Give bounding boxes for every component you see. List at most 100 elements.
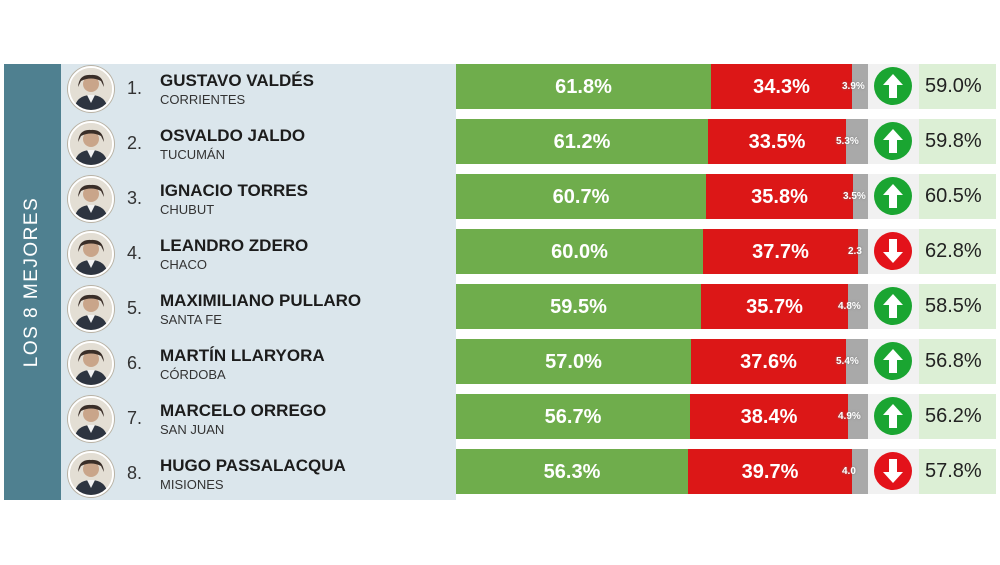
approve-segment [456, 449, 688, 494]
approval-bar: 61.2% 33.5% 5.3% [456, 119, 868, 164]
table-row: 1. GUSTAVO VALDÉS CORRIENTES 61.8% 34.3% 3.9%… [61, 64, 996, 115]
nsnc-value: 5.3% [836, 136, 859, 147]
previous-value: 57.8% [925, 460, 982, 482]
sidebar: LOS 8 MEJORES [4, 64, 61, 500]
previous-cell: 60.5% [919, 174, 996, 219]
approval-bar: 61.8% 34.3% 3.9% [456, 64, 868, 109]
avatar [68, 121, 114, 167]
approval-bar: 60.0% 37.7% 2.3 [456, 229, 868, 274]
disapprove-value: 35.7% [746, 296, 803, 318]
province-name: MISIONES [160, 477, 224, 492]
arrow-up-icon [874, 67, 912, 105]
approval-bar: 57.0% 37.6% 5.4% [456, 339, 868, 384]
rank-number: 8. [127, 463, 143, 483]
governor-name: LEANDRO ZDERO [160, 236, 309, 255]
previous-value: 59.0% [925, 75, 982, 97]
governor-name: HUGO PASSALACQUA [160, 456, 346, 475]
province-name: CORRIENTES [160, 92, 246, 107]
approve-segment [456, 64, 711, 109]
province-name: CÓRDOBA [160, 367, 226, 382]
nsnc-value: 4.9% [838, 411, 861, 422]
governor-name: IGNACIO TORRES [160, 181, 308, 200]
disapprove-segment [706, 174, 853, 219]
approve-value: 61.8% [555, 76, 612, 98]
governor-name: GUSTAVO VALDÉS [160, 71, 314, 90]
approve-value: 57.0% [545, 351, 602, 373]
previous-cell: 56.2% [919, 394, 996, 439]
nsnc-value: 3.5% [843, 191, 866, 202]
disapprove-segment [708, 119, 846, 164]
province-name: TUCUMÁN [160, 147, 225, 162]
table-row: 5. MAXIMILIANO PULLARO SANTA FE 59.5% 35.7% 4… [61, 284, 996, 335]
disapprove-segment [701, 284, 848, 329]
nsnc-value: 5.4% [836, 356, 859, 367]
rank-number: 7. [127, 408, 143, 428]
approve-segment [456, 339, 691, 384]
governor-name: OSVALDO JALDO [160, 126, 306, 145]
previous-value: 60.5% [925, 185, 982, 207]
avatar [68, 451, 114, 497]
trend-cell [868, 284, 919, 329]
arrow-up-icon [874, 397, 912, 435]
approval-bar: 56.3% 39.7% 4.0 [456, 449, 868, 494]
sidebar-label: LOS 8 MEJORES [21, 196, 42, 368]
previous-cell: 57.8% [919, 449, 996, 494]
governor-name: MAXIMILIANO PULLARO [160, 291, 362, 310]
previous-cell: 58.5% [919, 284, 996, 329]
approval-bar: 59.5% 35.7% 4.8% [456, 284, 868, 329]
avatar [68, 396, 114, 442]
approval-bar: 56.7% 38.4% 4.9% [456, 394, 868, 439]
rank-number: 5. [127, 298, 143, 318]
previous-value: 56.8% [925, 350, 982, 372]
province-name: CHUBUT [160, 202, 215, 217]
disapprove-value: 38.4% [740, 406, 798, 428]
nsnc-segment [858, 229, 868, 274]
rank-number: 3. [127, 188, 143, 208]
disapprove-value: 35.8% [751, 186, 808, 208]
governor-name: MARCELO ORREGO [160, 401, 327, 420]
trend-cell [868, 339, 919, 384]
disapprove-value: 33.5% [748, 131, 806, 153]
table-row: 6. MARTÍN LLARYORA CÓRDOBA 57.0% 37.6% 5.4% 56… [61, 339, 996, 390]
arrow-up-icon [874, 342, 912, 380]
table-row: 7. MARCELO ORREGO SAN JUAN 56.7% 38.4% 4.9% 56… [61, 394, 996, 445]
arrow-down-icon [874, 232, 912, 270]
approval-bar: 60.7% 35.8% 3.5% [456, 174, 868, 219]
previous-cell: 56.8% [919, 339, 996, 384]
trend-cell [868, 64, 919, 109]
rank-number: 1. [127, 78, 143, 98]
names-panel [61, 64, 456, 500]
governor-name: MARTÍN LLARYORA [160, 346, 325, 365]
disapprove-segment [703, 229, 858, 274]
approve-value: 56.7% [544, 406, 602, 428]
table-row: 3. IGNACIO TORRES CHUBUT 60.7% 35.8% 3.5% 60.5… [61, 174, 996, 225]
rank-number: 6. [127, 353, 143, 373]
approve-value: 60.0% [551, 241, 608, 263]
previous-value: 58.5% [925, 295, 982, 317]
province-name: SANTA FE [160, 312, 222, 327]
nsnc-segment [846, 339, 868, 384]
avatar [68, 231, 114, 277]
table-row: 2. OSVALDO JALDO TUCUMÁN 61.2% 33.5% 5.3% 59.8… [61, 119, 996, 170]
approve-segment [456, 394, 690, 439]
previous-cell: 59.8% [919, 119, 996, 164]
approve-value: 60.7% [552, 186, 610, 208]
nsnc-value: 4.8% [838, 301, 861, 312]
disapprove-value: 37.7% [752, 241, 809, 263]
province-name: CHACO [160, 257, 207, 272]
arrow-up-icon [874, 177, 912, 215]
trend-cell [868, 394, 919, 439]
previous-value: 59.8% [925, 130, 982, 152]
arrow-down-icon [874, 452, 912, 490]
nsnc-segment [848, 284, 868, 329]
trend-cell [868, 174, 919, 219]
disapprove-value: 34.3% [753, 76, 810, 98]
disapprove-segment [688, 449, 852, 494]
previous-cell: 62.8% [919, 229, 996, 274]
rank-number: 4. [127, 243, 143, 263]
previous-cell: 59.0% [919, 64, 996, 109]
approve-value: 61.2% [553, 131, 611, 153]
nsnc-value: 2.3 [848, 246, 862, 257]
avatar [68, 66, 114, 112]
avatar [68, 176, 114, 222]
